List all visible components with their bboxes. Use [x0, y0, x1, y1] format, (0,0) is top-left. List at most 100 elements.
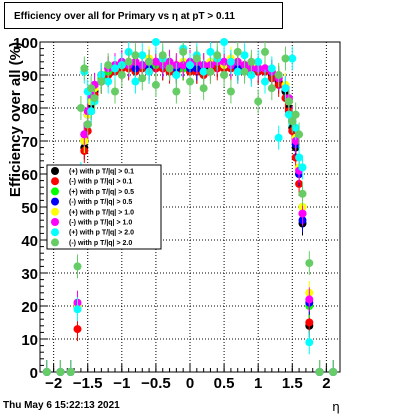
data-point [131, 51, 140, 60]
data-point [199, 84, 208, 93]
data-point [220, 57, 229, 66]
y-axis-label: Efficiency over all (%) [7, 42, 24, 197]
y-tick-label: 70 [21, 134, 38, 151]
data-point [288, 54, 297, 63]
data-point [186, 77, 194, 86]
data-point [261, 64, 269, 73]
data-point [172, 87, 181, 96]
data-point [111, 64, 119, 73]
data-point [274, 133, 283, 142]
data-point [104, 77, 113, 86]
data-point [124, 57, 133, 66]
legend-marker [51, 218, 59, 226]
legend-label: (-) with p T/|q| > 0.5 [69, 199, 132, 206]
data-point [240, 51, 249, 60]
data-point [80, 130, 89, 139]
data-point [291, 110, 300, 119]
chart-title: Efficiency over all for Primary vs η at … [4, 2, 283, 29]
data-point [76, 104, 85, 112]
data-point [165, 64, 174, 73]
data-point [267, 64, 276, 73]
data-point [329, 368, 338, 376]
data-point [281, 84, 290, 93]
legend-label: (-) with p T/|q| > 2.0 [69, 240, 132, 247]
data-point [151, 38, 160, 46]
data-point [298, 189, 307, 198]
data-point [186, 61, 194, 70]
legend-marker [51, 238, 59, 247]
x-tick-label: 2 [322, 375, 330, 392]
y-tick-label: 10 [21, 332, 38, 349]
x-tick-label: 1 [254, 375, 262, 392]
data-point [288, 117, 297, 126]
data-point [179, 61, 188, 70]
x-tick-label: −2 [45, 375, 62, 392]
data-point [97, 77, 106, 86]
y-tick-label: 90 [21, 68, 38, 85]
data-point [284, 97, 293, 106]
data-point [261, 77, 269, 86]
x-tick-label: 0 [186, 375, 194, 392]
legend-label: (+) with p T/|q| > 0.1 [69, 169, 134, 176]
legend-label: (+) with p T/|q| > 2.0 [69, 230, 134, 237]
data-point [87, 107, 96, 116]
x-tick-label: 0.5 [214, 375, 235, 392]
data-point [284, 110, 293, 119]
data-point [213, 51, 222, 60]
data-point [233, 47, 242, 56]
data-point [138, 51, 147, 60]
data-point [90, 94, 99, 103]
x-tick-label: −1.5 [73, 375, 103, 392]
data-point [206, 47, 215, 56]
legend-marker [51, 167, 59, 175]
x-tick-label: 1.5 [282, 375, 303, 392]
data-point [315, 368, 324, 376]
legend: (+) with p T/|q| > 0.1 (-) with p T/|q| >… [46, 164, 162, 250]
y-tick-label: 60 [21, 167, 38, 184]
data-point [220, 71, 229, 79]
data-point [73, 262, 82, 271]
legend-box [46, 164, 162, 250]
data-point [199, 67, 208, 76]
y-tick-label: 40 [21, 233, 38, 250]
y-tick-label: 0 [30, 365, 38, 382]
data-point [138, 74, 147, 83]
legend-marker [51, 228, 59, 237]
legend-marker [51, 187, 59, 196]
y-tick-label: 80 [21, 101, 38, 118]
data-point [295, 130, 304, 139]
data-point [117, 71, 126, 79]
legend-label: (+) with p T/|q| > 1.0 [69, 209, 134, 216]
y-tick-label: 50 [21, 200, 38, 217]
data-point [151, 80, 160, 89]
x-tick-label: −0.5 [141, 375, 171, 392]
data-point [305, 259, 314, 268]
data-point [298, 209, 307, 218]
x-tick-labels: −2 −1.5 −1 −0.5 0 0.5 1 1.5 2 [45, 375, 330, 392]
data-point [206, 67, 215, 76]
data-marks [42, 38, 338, 376]
data-point [274, 71, 283, 79]
data-point [298, 163, 307, 172]
y-tick-label: 20 [21, 299, 38, 316]
legend-marker [51, 207, 59, 216]
data-point [295, 153, 304, 162]
data-point [240, 67, 249, 76]
x-tick-label: −1 [113, 375, 130, 392]
legend-label: (-) with p T/|q| > 1.0 [69, 220, 132, 227]
data-point [305, 295, 314, 304]
legend-marker [51, 177, 59, 186]
data-point [233, 67, 242, 76]
data-point [66, 368, 75, 376]
data-point [291, 137, 300, 145]
data-point [179, 47, 188, 56]
data-point [104, 61, 113, 70]
data-point [83, 120, 92, 129]
data-point [42, 368, 51, 376]
data-point [281, 54, 290, 63]
timestamp-footer: Thu May 6 15:22:13 2021 [3, 400, 120, 411]
data-point [254, 97, 263, 106]
data-point [247, 57, 256, 66]
y-tick-label: 30 [21, 266, 38, 283]
data-point [305, 338, 314, 347]
